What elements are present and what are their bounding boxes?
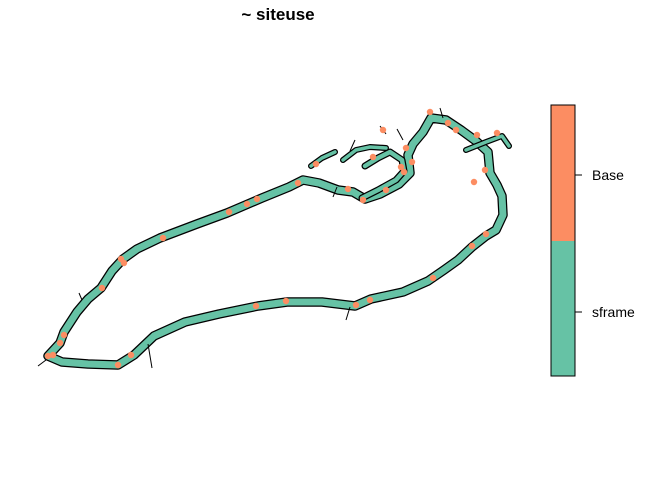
map-title: ~ siteuse	[241, 5, 314, 24]
legend-label-sframe: sframe	[592, 304, 635, 320]
base-site-point	[366, 296, 374, 304]
base-site-point	[444, 119, 452, 127]
legend: Base sframe	[550, 104, 635, 377]
base-site-point	[397, 163, 405, 171]
legend-swatch-base	[551, 105, 575, 241]
base-site-point	[402, 144, 410, 152]
base-site-point	[408, 158, 416, 166]
base-site-point	[429, 274, 437, 282]
base-site-point	[452, 126, 460, 134]
base-site-point	[379, 126, 387, 134]
base-site-point	[482, 230, 490, 238]
base-site-point	[382, 186, 390, 194]
lake-outline	[43, 113, 508, 370]
base-site-point	[44, 352, 52, 360]
base-site-point	[481, 166, 489, 174]
lake-band-fill	[44, 114, 507, 369]
base-site-point	[159, 234, 167, 242]
base-site-point	[225, 208, 233, 216]
base-site-point	[468, 242, 476, 250]
base-site-point	[282, 297, 290, 305]
legend-border	[550, 104, 576, 377]
base-site-point	[359, 196, 367, 204]
legend-label-base: Base	[592, 167, 624, 183]
base-site-point	[114, 361, 122, 369]
base-site-point	[426, 108, 434, 116]
base-site-point	[344, 185, 352, 193]
base-site-point	[243, 200, 251, 208]
base-site-point	[493, 129, 501, 137]
base-site-point	[56, 339, 64, 347]
base-site-point	[352, 301, 360, 309]
base-site-point	[127, 351, 135, 359]
base-site-point	[253, 195, 261, 203]
base-site-point	[312, 160, 320, 168]
base-site-point	[98, 284, 106, 292]
base-site-point	[470, 178, 478, 186]
base-site-point	[473, 131, 481, 139]
base-site-point	[60, 331, 68, 339]
legend-swatch-sframe	[551, 241, 575, 376]
base-site-point	[252, 302, 260, 310]
base-site-point	[120, 259, 128, 267]
base-sites	[44, 108, 501, 369]
base-site-point	[369, 153, 377, 161]
base-site-point	[49, 351, 57, 359]
base-site-point	[294, 179, 302, 187]
base-site-point	[400, 168, 408, 176]
lake-shoreline-band	[43, 113, 508, 370]
